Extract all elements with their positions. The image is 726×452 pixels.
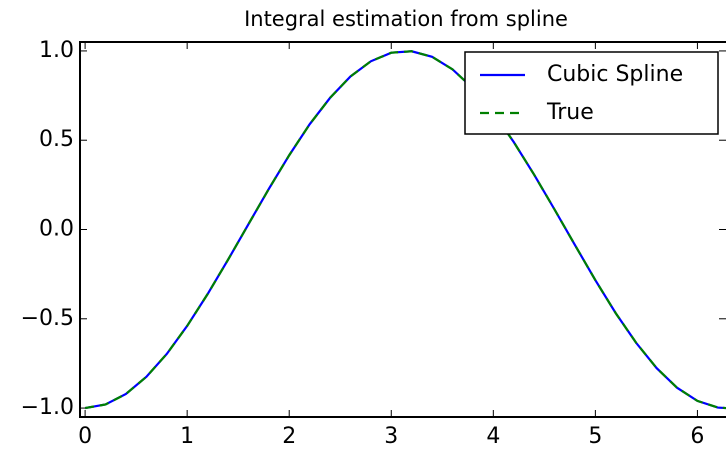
- legend-label: Cubic Spline: [547, 62, 683, 87]
- chart-title: Integral estimation from spline: [244, 7, 568, 31]
- x-tick-label: 4: [486, 424, 500, 449]
- legend-box: [464, 51, 719, 135]
- x-tick-label: 2: [282, 424, 296, 449]
- legend-label: True: [546, 100, 594, 125]
- x-tick-label: 0: [78, 424, 92, 449]
- y-tick-label: 1.0: [39, 38, 74, 63]
- line-series: [84, 50, 726, 410]
- y-tick-label: −1.0: [21, 395, 74, 420]
- plot-frame: [79, 41, 726, 418]
- x-tick-label: 1: [180, 424, 194, 449]
- y-tick-label: 0.0: [39, 217, 74, 242]
- x-tick-label: 3: [384, 424, 398, 449]
- x-tick-label: 6: [690, 424, 704, 449]
- y-tick-label: −0.5: [21, 306, 74, 331]
- x-tick-label: 5: [588, 424, 602, 449]
- y-tick-label: 0.5: [39, 127, 74, 152]
